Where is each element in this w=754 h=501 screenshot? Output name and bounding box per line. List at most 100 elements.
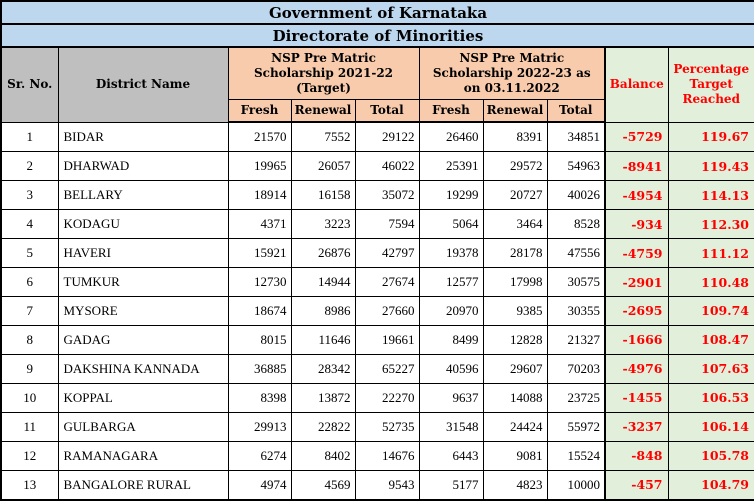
cell-total-2021: 27674 [354, 267, 420, 297]
title-row: Government of Karnataka [0, 0, 754, 25]
cell-total-2022: 55972 [546, 411, 606, 442]
cell-percentage-target-reached: 108.47 [667, 324, 754, 355]
cell-renewal-2021: 22822 [290, 411, 356, 442]
cell-total-2021: 9543 [354, 469, 420, 501]
cell-total-2022: 34851 [546, 121, 606, 153]
cell-sr-no: 3 [0, 180, 59, 211]
cell-fresh-2022: 5064 [418, 209, 484, 240]
subtitle-row: Directorate of Minorities [0, 23, 754, 48]
cell-percentage-target-reached: 114.13 [667, 180, 754, 211]
cell-sr-no: 13 [0, 469, 59, 501]
cell-renewal-2021: 26057 [290, 151, 356, 182]
cell-renewal-2022: 4823 [482, 469, 548, 501]
table-row: 13 BANGALORE RURAL 4974 4569 9543 5177 4823 100… [0, 469, 754, 501]
cell-renewal-2022: 8391 [482, 121, 548, 153]
cell-sr-no: 12 [0, 440, 59, 471]
cell-fresh-2022: 8499 [418, 324, 484, 355]
table-row: 7 MYSORE 18674 8986 27660 20970 9385 30355 -2695… [0, 295, 754, 326]
col-header-balance: Balance [604, 46, 669, 123]
cell-fresh-2022: 25391 [418, 151, 484, 182]
cell-total-2022: 10000 [546, 469, 606, 501]
col-group-header-2022-23-achieved: NSP Pre Matric Scholarship 2022-23 as on… [418, 46, 606, 100]
cell-renewal-2021: 11646 [290, 324, 356, 355]
table-row: 4 KODAGU 4371 3223 7594 5064 3464 8528 -934 112.3… [0, 209, 754, 240]
cell-total-2021: 7594 [354, 209, 420, 240]
cell-total-2022: 21327 [546, 324, 606, 355]
cell-renewal-2022: 9385 [482, 295, 548, 326]
cell-renewal-2022: 14088 [482, 382, 548, 413]
cell-fresh-2021: 21570 [227, 121, 292, 153]
cell-balance: -2901 [604, 267, 669, 297]
cell-total-2022: 40026 [546, 180, 606, 211]
cell-balance: -4976 [604, 353, 669, 384]
table-row: 10 KOPPAL 8398 13872 22270 9637 14088 23725 -145… [0, 382, 754, 413]
cell-district-name: TUMKUR [57, 267, 229, 297]
cell-renewal-2021: 28342 [290, 353, 356, 384]
col-header-renewal-2021: Renewal [290, 98, 356, 123]
cell-district-name: BANGALORE RURAL [57, 469, 229, 501]
cell-renewal-2022: 3464 [482, 209, 548, 240]
cell-fresh-2021: 6274 [227, 440, 292, 471]
cell-total-2022: 30355 [546, 295, 606, 326]
col-header-total-2022: Total [546, 98, 606, 123]
cell-balance: -5729 [604, 121, 669, 153]
cell-balance: -4954 [604, 180, 669, 211]
cell-district-name: HAVERI [57, 238, 229, 269]
col-header-total-2021: Total [354, 98, 420, 123]
cell-fresh-2021: 18914 [227, 180, 292, 211]
cell-sr-no: 7 [0, 295, 59, 326]
cell-sr-no: 4 [0, 209, 59, 240]
table-row: 11 GULBARGA 29913 22822 52735 31548 24424 55972… [0, 411, 754, 442]
cell-balance: -8941 [604, 151, 669, 182]
cell-percentage-target-reached: 106.53 [667, 382, 754, 413]
cell-district-name: GADAG [57, 324, 229, 355]
cell-total-2021: 22270 [354, 382, 420, 413]
col-group-header-2021-22-target: NSP Pre Matric Scholarship 2021-22 (Targ… [227, 46, 420, 100]
cell-sr-no: 1 [0, 121, 59, 153]
cell-renewal-2022: 29572 [482, 151, 548, 182]
cell-sr-no: 11 [0, 411, 59, 442]
cell-total-2022: 47556 [546, 238, 606, 269]
cell-percentage-target-reached: 106.14 [667, 411, 754, 442]
cell-total-2022: 70203 [546, 353, 606, 384]
col-header-fresh-2022: Fresh [418, 98, 484, 123]
cell-fresh-2022: 12577 [418, 267, 484, 297]
cell-sr-no: 10 [0, 382, 59, 413]
cell-fresh-2021: 36885 [227, 353, 292, 384]
cell-fresh-2022: 40596 [418, 353, 484, 384]
cell-total-2022: 23725 [546, 382, 606, 413]
cell-district-name: KOPPAL [57, 382, 229, 413]
cell-percentage-target-reached: 119.43 [667, 151, 754, 182]
cell-percentage-target-reached: 104.79 [667, 469, 754, 501]
cell-percentage-target-reached: 107.63 [667, 353, 754, 384]
table-row: 1 BIDAR 21570 7552 29122 26460 8391 34851 -5729 1… [0, 121, 754, 153]
cell-district-name: MYSORE [57, 295, 229, 326]
cell-district-name: KODAGU [57, 209, 229, 240]
cell-fresh-2021: 12730 [227, 267, 292, 297]
cell-renewal-2022: 9081 [482, 440, 548, 471]
cell-renewal-2022: 12828 [482, 324, 548, 355]
cell-balance: -934 [604, 209, 669, 240]
cell-renewal-2022: 28178 [482, 238, 548, 269]
cell-district-name: RAMANAGARA [57, 440, 229, 471]
cell-renewal-2021: 8986 [290, 295, 356, 326]
cell-percentage-target-reached: 110.48 [667, 267, 754, 297]
cell-balance: -1666 [604, 324, 669, 355]
cell-balance: -2695 [604, 295, 669, 326]
cell-total-2022: 15524 [546, 440, 606, 471]
cell-renewal-2021: 4569 [290, 469, 356, 501]
cell-district-name: GULBARGA [57, 411, 229, 442]
cell-balance: -3237 [604, 411, 669, 442]
cell-fresh-2021: 15921 [227, 238, 292, 269]
cell-sr-no: 6 [0, 267, 59, 297]
cell-total-2021: 35072 [354, 180, 420, 211]
cell-renewal-2021: 16158 [290, 180, 356, 211]
cell-renewal-2022: 20727 [482, 180, 548, 211]
cell-renewal-2021: 13872 [290, 382, 356, 413]
table-row: 3 BELLARY 18914 16158 35072 19299 20727 40026 -4… [0, 180, 754, 211]
cell-percentage-target-reached: 109.74 [667, 295, 754, 326]
sub-header-row: Fresh Renewal Total Fresh Renewal Total [1, 98, 754, 123]
table-row: 8 GADAG 8015 11646 19661 8499 12828 21327 -1666 1… [0, 324, 754, 355]
cell-total-2022: 54963 [546, 151, 606, 182]
cell-sr-no: 2 [0, 151, 59, 182]
